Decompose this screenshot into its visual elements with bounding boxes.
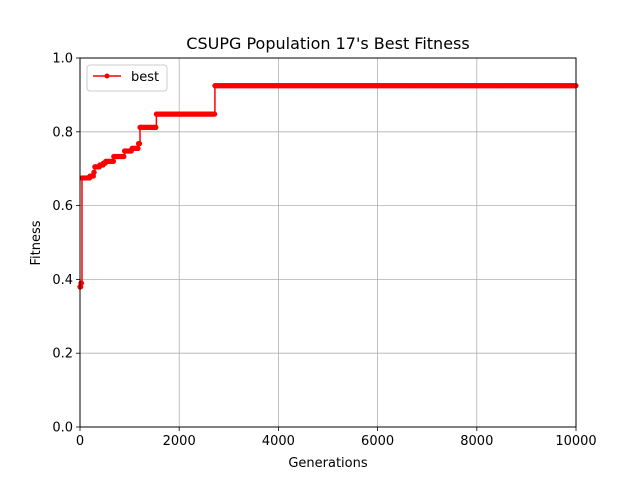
x-tick-label: 8000	[460, 434, 493, 449]
legend-box	[86, 64, 168, 92]
data-point	[212, 111, 218, 117]
x-axis-label: Generations	[288, 456, 368, 471]
y-tick-label: 0.0	[52, 421, 73, 436]
y-tick-label: 1.0	[52, 52, 73, 67]
legend-marker	[104, 73, 110, 79]
data-point	[103, 158, 109, 164]
series-markers-best	[77, 83, 579, 290]
data-point	[91, 169, 97, 175]
data-point	[87, 173, 93, 179]
y-tick-label: 0.8	[52, 125, 73, 140]
chart-title: CSUPG Population 17's Best Fitness	[186, 34, 469, 53]
plot-frame	[79, 57, 577, 428]
y-axis-label: Fitness	[29, 220, 44, 265]
y-tick-label: 0.6	[52, 199, 73, 214]
legend-label-best: best	[131, 70, 159, 85]
data-point	[110, 158, 117, 164]
data-point	[153, 124, 159, 130]
data-point	[129, 145, 135, 152]
grid	[79, 57, 577, 428]
x-tick-label: 2000	[163, 434, 196, 449]
data-point	[121, 153, 127, 160]
ticks: 0 2000 4000 6000 8000 10000 0.0 0.2 0.4 0.6 0.8 1.0	[52, 52, 596, 450]
y-tick-label: 0.2	[52, 347, 73, 362]
data-point	[135, 145, 141, 152]
x-tick-label: 10000	[555, 434, 596, 449]
data-point	[122, 148, 128, 154]
series-layer	[77, 83, 579, 290]
data-point	[137, 124, 143, 130]
x-tick-label: 0	[76, 434, 84, 449]
data-point	[153, 111, 159, 117]
data-point	[78, 280, 84, 286]
data-point	[135, 141, 142, 147]
x-tick-label: 6000	[361, 434, 394, 449]
data-point	[79, 175, 85, 181]
data-point	[212, 83, 218, 89]
data-point	[111, 153, 117, 160]
data-point	[92, 164, 98, 170]
x-tick-label: 4000	[262, 434, 295, 449]
y-tick-label: 0.4	[52, 273, 73, 288]
legend: best	[86, 64, 168, 92]
